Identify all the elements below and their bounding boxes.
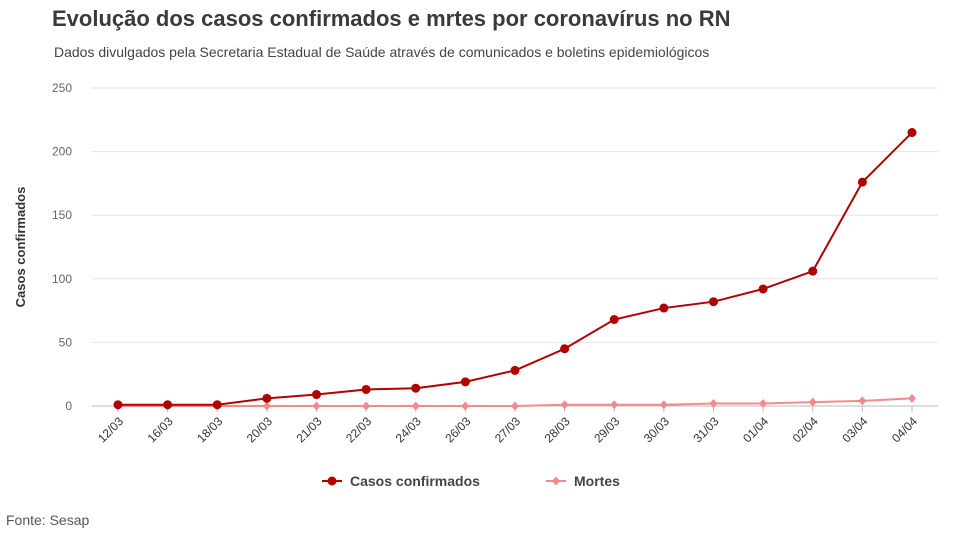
x-tick-label: 30/03: [641, 414, 672, 445]
legend-marker: [327, 476, 337, 486]
source-note: Fonte: Sesap: [6, 512, 90, 528]
data-point: [510, 365, 520, 375]
x-tick-label: 22/03: [343, 414, 374, 445]
data-point: [709, 297, 718, 307]
y-axis-ticks: 0 50 100 150 200 250: [52, 81, 72, 413]
series-line: [118, 131, 913, 406]
legend-item-casos-confirmados[interactable]: Casos confirmados: [322, 473, 480, 489]
data-point: [362, 401, 371, 411]
series-casos-confirmados: [113, 128, 917, 410]
x-tick-label: 03/04: [839, 414, 870, 445]
data-point: [361, 384, 371, 394]
data-point: [609, 315, 619, 325]
data-point: [610, 400, 619, 410]
data-point: [907, 128, 917, 138]
data-point: [758, 284, 768, 294]
chart-title: Evolução dos casos confirmados e mrtes p…: [52, 6, 731, 31]
x-tick-label: 29/03: [591, 414, 622, 445]
x-tick-label: 16/03: [145, 414, 176, 445]
data-point: [163, 400, 173, 410]
data-point: [560, 400, 569, 410]
data-point: [908, 393, 916, 403]
legend-label: Casos confirmados: [350, 473, 480, 489]
data-point: [262, 393, 272, 403]
x-tick-label: 20/03: [244, 414, 275, 445]
data-point: [857, 177, 867, 187]
data-point: [709, 398, 718, 408]
x-tick-label: 01/04: [740, 414, 771, 445]
data-point: [312, 390, 321, 400]
x-tick-label: 12/03: [95, 414, 126, 445]
legend-marker: [552, 476, 560, 486]
data-point: [560, 344, 570, 354]
data-point: [411, 401, 420, 411]
chart-subtitle: Dados divulgados pela Secretaria Estadua…: [54, 44, 710, 60]
x-tick-label: 28/03: [542, 414, 573, 445]
data-point: [461, 401, 470, 411]
x-tick-label: 18/03: [194, 414, 225, 445]
data-point: [113, 400, 123, 410]
x-tick-label: 31/03: [690, 414, 721, 445]
x-tick-label: 27/03: [492, 414, 523, 445]
data-point: [808, 397, 817, 407]
x-axis: 12/03 16/03 18/03 20/03 21/03 22/03 24/03 26/03…: [95, 406, 920, 445]
data-point: [858, 396, 867, 406]
x-tick-label: 04/04: [889, 414, 920, 445]
data-point: [411, 383, 421, 393]
x-tick-label: 26/03: [442, 414, 473, 445]
data-point: [808, 266, 818, 276]
legend-item-mortes[interactable]: Mortes: [546, 473, 620, 489]
data-point: [312, 401, 321, 411]
series-layer: [113, 128, 917, 411]
grid-lines: [92, 87, 938, 407]
data-point: [659, 303, 669, 313]
y-tick-label: 0: [65, 399, 72, 413]
y-tick-label: 150: [52, 208, 72, 222]
y-tick-label: 50: [59, 335, 73, 349]
data-point: [759, 398, 768, 408]
y-tick-label: 100: [52, 272, 72, 286]
y-axis-label: Casos confirmados: [13, 187, 28, 308]
legend: Casos confirmados Mortes: [322, 473, 620, 489]
data-point: [511, 401, 519, 411]
data-point: [460, 377, 470, 387]
data-point: [212, 400, 222, 410]
y-tick-label: 200: [52, 145, 72, 159]
data-point: [659, 400, 668, 410]
y-tick-label: 250: [52, 81, 72, 95]
data-point: [262, 401, 271, 411]
x-tick-label: 24/03: [393, 414, 424, 445]
legend-label: Mortes: [574, 473, 620, 489]
x-tick-label: 21/03: [293, 414, 324, 445]
x-tick-label: 02/04: [790, 414, 821, 445]
